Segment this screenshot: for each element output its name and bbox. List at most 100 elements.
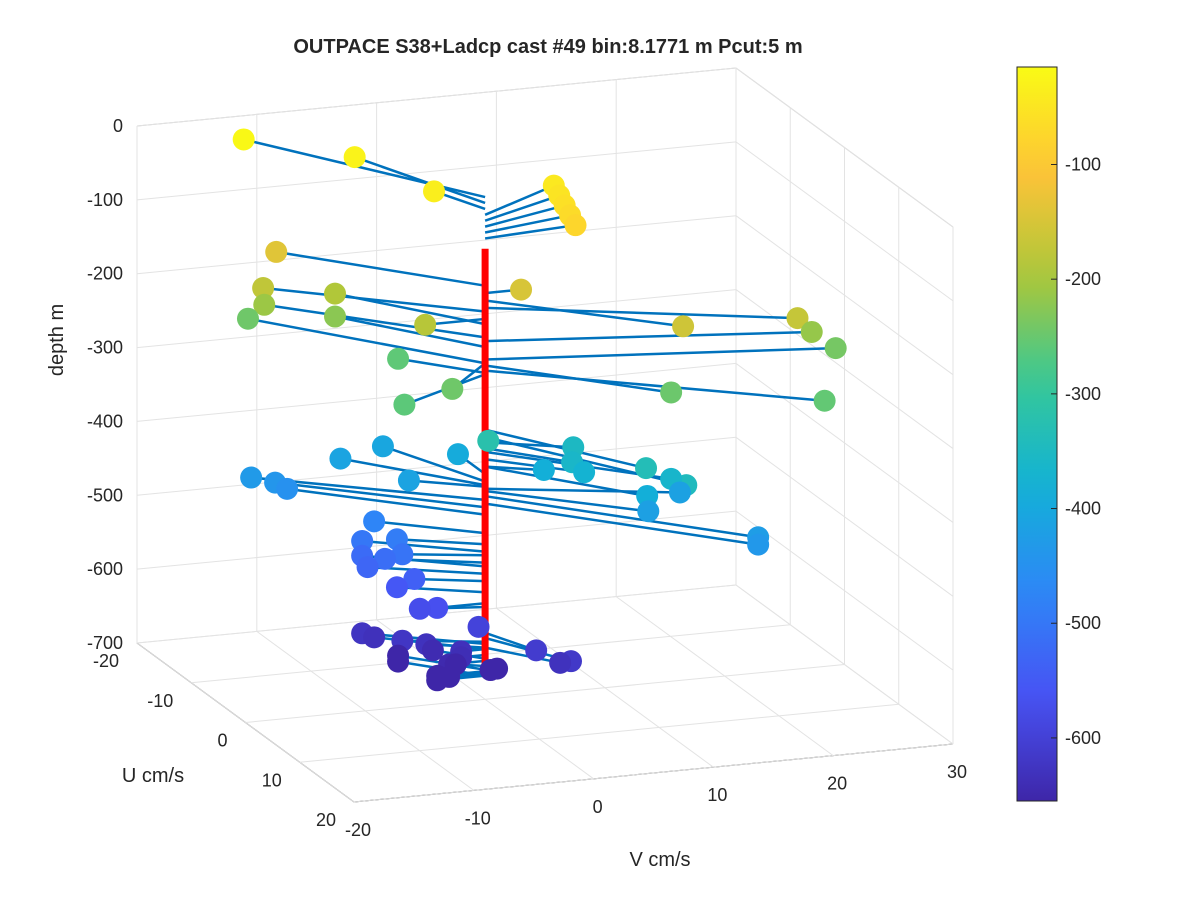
x-tick-label: -20 [93, 651, 119, 671]
velocity-point [371, 435, 394, 458]
velocity-point [549, 651, 572, 674]
data-layer [232, 128, 847, 692]
z-tick-label: 0 [113, 116, 123, 136]
grid-line [136, 642, 355, 803]
velocity-points [232, 128, 847, 692]
colorbar-tick-label: -300 [1065, 384, 1101, 404]
velocity-point [356, 556, 379, 579]
z-tick-label: -500 [87, 485, 123, 505]
velocity-point [265, 240, 288, 263]
velocity-stick [396, 537, 486, 546]
grid-line [136, 141, 737, 201]
velocity-point [324, 282, 347, 305]
x-axis-label: U cm/s [122, 765, 184, 787]
grid-line [136, 215, 737, 275]
axes-panes [136, 67, 954, 803]
velocity-stick [334, 315, 486, 349]
velocity-point [668, 481, 691, 504]
velocity-point [446, 443, 469, 466]
velocity-stick [247, 317, 486, 365]
velocity-point [236, 307, 259, 330]
colorbar: -100 -200 -300 -400 -500 -600 [1016, 66, 1101, 802]
velocity-point [391, 543, 414, 566]
velocity-point [672, 315, 695, 338]
colorbar-tick-label: -600 [1065, 728, 1101, 748]
velocity-stick [484, 489, 649, 513]
velocity-point [510, 278, 533, 301]
velocity-point [477, 429, 500, 452]
velocity-stick [286, 487, 486, 516]
grid-line [299, 703, 899, 763]
velocity-stick [354, 155, 486, 205]
grid-line [735, 436, 954, 597]
z-tick-label: -100 [87, 190, 123, 210]
velocity-stick [408, 479, 486, 488]
velocity-point [824, 337, 847, 360]
velocity-point [660, 381, 683, 404]
y-tick-label: 0 [593, 797, 603, 817]
velocity-point [343, 146, 366, 169]
velocity-point [573, 461, 596, 484]
grid-lines [136, 67, 954, 803]
velocity-stick [262, 286, 486, 313]
velocity-point [441, 377, 464, 400]
velocity-stick [484, 369, 825, 403]
velocity-point [525, 639, 548, 662]
velocity-stick [484, 446, 573, 464]
velocity-stick [484, 299, 684, 328]
grid-line [735, 215, 954, 376]
velocity-point [414, 313, 437, 336]
velocity-point [324, 305, 347, 328]
velocity-stick [382, 445, 486, 483]
grid-line [735, 363, 954, 523]
velocity-stick [362, 539, 486, 553]
grid-line [136, 289, 737, 349]
velocity-point [387, 347, 410, 370]
chart-title: OUTPACE S38+Ladcp cast #49 bin:8.1771 m … [293, 36, 802, 58]
velocity-point [486, 657, 509, 680]
colorbar-tick-label: -100 [1065, 154, 1101, 174]
velocity-point [403, 567, 426, 590]
z-tick-label: -400 [87, 411, 123, 431]
y-tick-label: -20 [345, 820, 371, 840]
velocity-stick [485, 330, 812, 343]
z-axis-label: depth m [46, 304, 68, 376]
velocity-point [253, 293, 276, 316]
velocity-stick [484, 223, 576, 240]
velocity-stick [276, 250, 486, 287]
y-tick-label: -10 [465, 808, 491, 828]
grid-line [735, 141, 954, 302]
grid-line [376, 619, 594, 780]
y-tick-label: 20 [827, 774, 847, 794]
y-axis-label: V cm/s [629, 849, 690, 871]
grid-line [735, 67, 954, 228]
velocity-stick [243, 138, 486, 199]
velocity-point [276, 477, 299, 500]
z-tick-label: -600 [87, 559, 123, 579]
velocity-stick [484, 204, 565, 228]
velocity-point [635, 457, 658, 480]
velocity-point [329, 447, 352, 470]
velocity-point [232, 128, 255, 151]
velocity-point [387, 650, 410, 673]
velocity-stick [484, 194, 560, 222]
tick-labels: 0-100-200-300-400-500-600-700-20-1001020… [87, 116, 967, 840]
grid-line [256, 630, 475, 791]
grid-line [735, 510, 954, 671]
velocity-stick [484, 494, 759, 539]
velocity-stick [402, 553, 486, 557]
velocity-point [813, 389, 836, 412]
velocity-point [800, 320, 823, 343]
velocity-point [747, 533, 770, 556]
velocity-point [363, 626, 386, 649]
x-tick-label: 20 [316, 810, 336, 830]
grid-line [136, 436, 737, 496]
velocity-stick [485, 306, 798, 320]
velocity-point [385, 576, 408, 599]
velocity-stick [373, 520, 486, 535]
velocity-stick [485, 346, 836, 361]
z-tick-label: -200 [87, 264, 123, 284]
grid-line [615, 596, 834, 757]
velocity-point [426, 596, 449, 619]
